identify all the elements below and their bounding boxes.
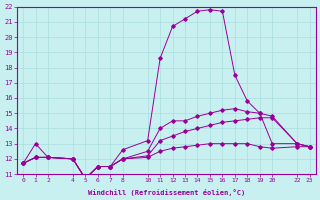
X-axis label: Windchill (Refroidissement éolien,°C): Windchill (Refroidissement éolien,°C) xyxy=(88,189,245,196)
